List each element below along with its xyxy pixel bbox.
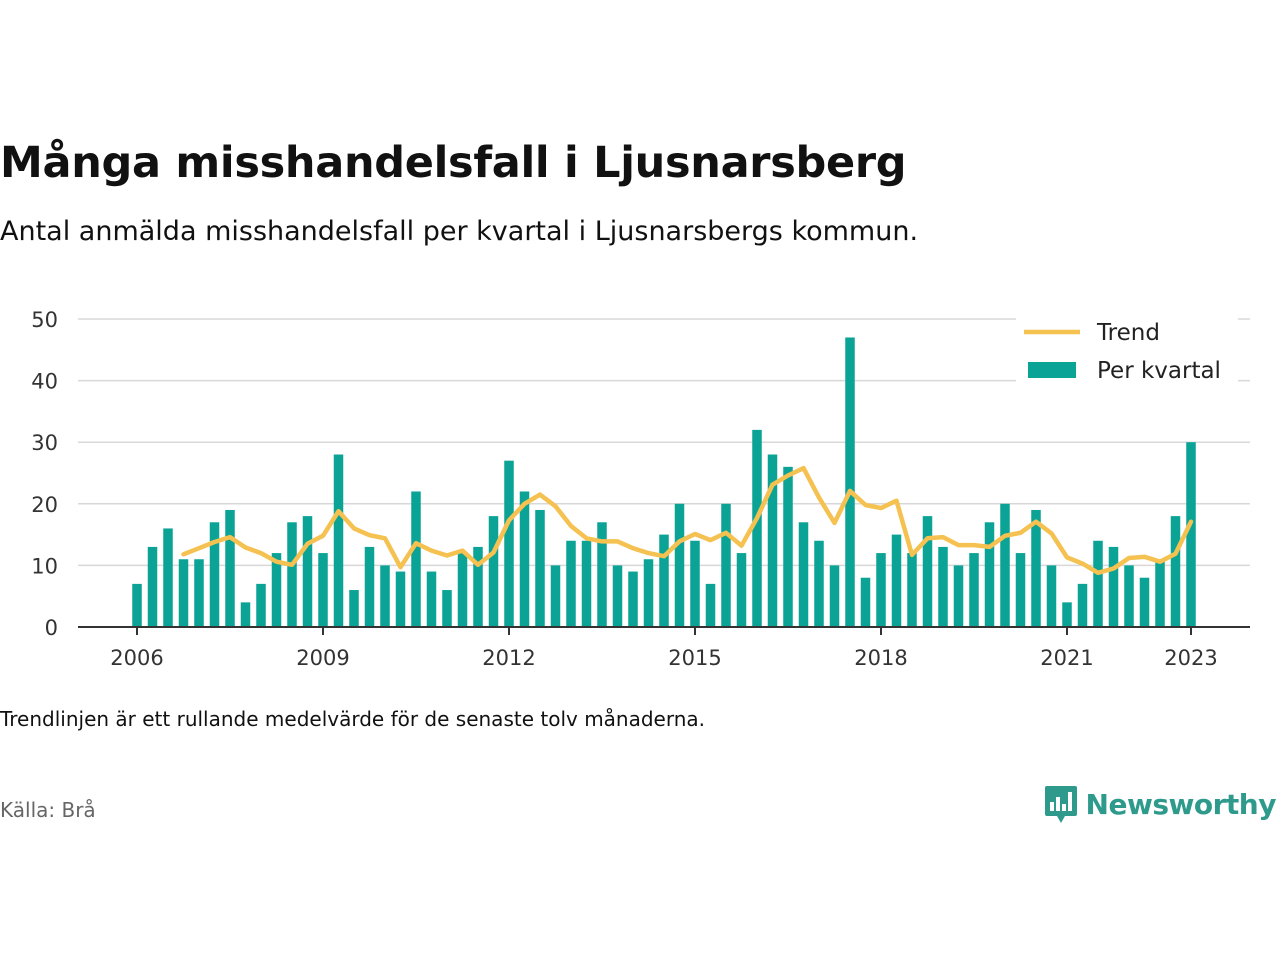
bar <box>938 546 948 627</box>
bar <box>814 540 824 627</box>
trend-line <box>181 465 1194 576</box>
bar <box>674 503 685 627</box>
y-tick-label: 0 <box>45 616 58 640</box>
y-tick-label: 30 <box>31 431 58 455</box>
y-tick-label: 10 <box>31 554 58 578</box>
x-axis: 2006 2009 2012 2015 2018 2021 2023 <box>78 626 1250 670</box>
x-tick-label: 2018 <box>854 646 907 670</box>
x-tick-label: 2012 <box>482 646 535 670</box>
bar <box>488 516 499 627</box>
bar <box>1124 565 1134 627</box>
bar <box>442 590 452 627</box>
legend-label-bars: Per kvartal <box>1097 358 1221 384</box>
bar <box>395 571 406 627</box>
bar <box>473 546 483 627</box>
y-tick-label: 40 <box>31 370 58 394</box>
bar <box>240 602 251 627</box>
bar <box>178 559 189 627</box>
bar <box>1186 442 1196 627</box>
bar <box>736 553 747 627</box>
chart-subtitle: Antal anmälda misshandelsfall per kvarta… <box>0 216 919 247</box>
bar <box>535 509 545 627</box>
bar <box>612 565 623 627</box>
bar <box>302 516 313 627</box>
bar <box>752 429 762 627</box>
bar <box>1031 509 1041 627</box>
legend: Trend Per kvartal <box>1016 314 1238 384</box>
bar <box>566 540 576 627</box>
bar <box>1139 577 1150 627</box>
bar <box>318 553 328 627</box>
bar <box>597 522 607 627</box>
bar <box>643 559 654 627</box>
bar <box>1155 559 1165 627</box>
chart-title: Många misshandelsfall i Ljusnarsberg <box>0 138 907 188</box>
bar <box>798 522 809 627</box>
bar-series <box>132 337 1196 627</box>
bar-chart-speech-bubble-icon <box>1044 786 1077 823</box>
bar <box>659 534 669 627</box>
bar <box>628 571 638 627</box>
bar <box>132 583 142 627</box>
bar <box>767 454 778 627</box>
bar <box>349 590 359 627</box>
bar <box>690 540 700 627</box>
bar-line-chart: 0 10 20 30 40 50 2006 2009 2012 2015 2018 2021 2023… <box>31 308 1250 670</box>
x-tick-label: 2006 <box>110 646 163 670</box>
brand-name: Newsworthy <box>1085 787 1277 821</box>
bar <box>953 565 964 627</box>
bar <box>209 522 220 627</box>
bar <box>225 509 235 627</box>
bar <box>256 583 266 627</box>
bar <box>581 540 592 627</box>
bar <box>845 337 855 627</box>
bar <box>1046 565 1057 627</box>
bar <box>1077 583 1088 627</box>
bar <box>1170 516 1181 627</box>
bar <box>504 460 514 627</box>
bar <box>1108 546 1119 627</box>
bar <box>271 553 282 627</box>
bar <box>364 546 375 627</box>
source-label: Källa: Brå <box>0 798 96 822</box>
bar <box>287 522 297 627</box>
bar <box>1062 602 1072 627</box>
brand-logo: Newsworthy <box>1044 784 1277 824</box>
bar <box>829 565 840 627</box>
y-tick-label: 20 <box>31 493 58 517</box>
bar <box>907 553 917 627</box>
y-axis-ticks: 0 10 20 30 40 50 <box>31 308 58 640</box>
legend-label-trend: Trend <box>1096 320 1160 346</box>
x-tick-label: 2023 <box>1164 646 1217 670</box>
bar <box>1015 553 1026 627</box>
x-tick-label: 2015 <box>668 646 721 670</box>
x-tick-label: 2021 <box>1040 646 1093 670</box>
bar <box>860 577 871 627</box>
bar <box>1093 540 1103 627</box>
bar <box>969 553 979 627</box>
bar <box>380 565 390 627</box>
bar <box>891 534 902 627</box>
bar <box>922 516 933 627</box>
bar <box>1000 503 1010 627</box>
legend-swatch-bars <box>1028 362 1076 378</box>
bar <box>194 559 204 627</box>
bar <box>333 454 344 627</box>
bar <box>457 553 468 627</box>
bar <box>411 491 421 627</box>
bar <box>876 553 886 627</box>
bar <box>519 491 530 627</box>
bar <box>783 466 793 627</box>
footnote: Trendlinjen är ett rullande medelvärde f… <box>0 707 706 731</box>
bar <box>426 571 437 627</box>
bar <box>550 565 561 627</box>
bar <box>721 503 731 627</box>
y-tick-label: 50 <box>31 308 58 332</box>
bar <box>705 583 716 627</box>
bar <box>147 546 158 627</box>
trend-series <box>181 465 1194 576</box>
x-tick-label: 2009 <box>296 646 349 670</box>
bar <box>163 528 173 627</box>
bar <box>984 522 995 627</box>
